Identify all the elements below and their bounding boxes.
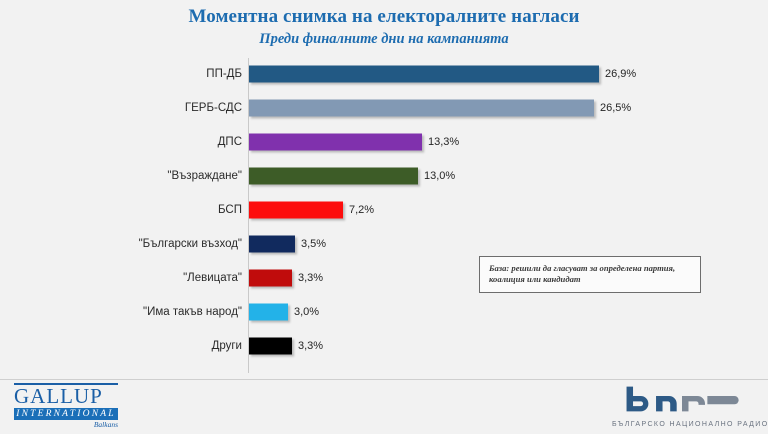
bar: [249, 269, 292, 287]
footer-divider: [0, 379, 768, 380]
bar-value-label: 26,9%: [605, 68, 637, 80]
bar-row: "Има такъв народ" 3,0%: [0, 295, 768, 329]
gallup-international-logo: GALLUP INTERNATIONAL Balkans: [14, 383, 124, 429]
category-label: "Възраждане": [167, 170, 242, 182]
bar-row: "Български възход" 3,5%: [0, 227, 768, 261]
gallup-wordmark: GALLUP: [14, 384, 103, 408]
bar-value-label: 3,5%: [301, 238, 327, 250]
bnr-subtitle: БЪЛГАРСКО НАЦИОНАЛНО РАДИО: [612, 421, 768, 428]
bar: [249, 201, 343, 219]
category-label: БСП: [218, 204, 242, 216]
bar-row: Други 3,3%: [0, 329, 768, 363]
bar-value-label: 3,0%: [294, 306, 320, 318]
bar-value-label: 13,3%: [428, 136, 460, 148]
base-note-box: База: решили да гласуват за определена п…: [479, 256, 701, 293]
bar-value-label: 26,5%: [600, 102, 632, 114]
bnr-wordmark-icon: [626, 386, 739, 412]
category-label: "Левицата": [183, 272, 242, 284]
gallup-rule: [14, 383, 118, 385]
base-note-line-1: База: решили да гласуват за определена п…: [489, 263, 676, 273]
category-label: ДПС: [217, 136, 242, 148]
bar: [249, 99, 594, 117]
bar: [249, 337, 292, 355]
gallup-balkans-text: Balkans: [93, 420, 118, 429]
base-note-line-2: коалиция или кандидат: [489, 274, 581, 284]
bar-row: ПП-ДБ 26,9%: [0, 57, 768, 91]
footer: GALLUP INTERNATIONAL Balkans БЪЛГАРСКО Н…: [0, 380, 768, 434]
bar-value-label: 13,0%: [424, 170, 456, 182]
page-subtitle: Преди финалните дни на кампанията: [259, 31, 509, 47]
category-axis-line: [248, 58, 249, 373]
category-label: ГЕРБ-СДС: [184, 102, 242, 114]
gallup-international-text: INTERNATIONAL: [16, 409, 116, 419]
bar: [249, 235, 295, 253]
gallup-international-bar: INTERNATIONAL: [14, 408, 118, 420]
bar-chart-plot-area: ПП-ДБ 26,9% ГЕРБ-СДС 26,5% ДПС 13,3% "Възражда…: [0, 55, 768, 377]
bar: [249, 133, 422, 151]
base-note-text: База: решили да гласуват за определена п…: [489, 263, 692, 285]
page-title: Моментна снимка на електоралните нагласи: [188, 6, 580, 27]
bar-value-label: 7,2%: [349, 204, 375, 216]
category-label: "Има такъв народ": [143, 306, 242, 318]
bar-row: "Възраждане" 13,0%: [0, 159, 768, 193]
bar-row: БСП 7,2%: [0, 193, 768, 227]
bar-row: "Левицата" 3,3%: [0, 261, 768, 295]
bar-value-label: 3,3%: [298, 340, 324, 352]
bar: [249, 65, 599, 83]
category-label: "Български възход": [138, 238, 242, 250]
category-label: Други: [211, 340, 242, 352]
bar: [249, 303, 288, 321]
bar-row: ДПС 13,3%: [0, 125, 768, 159]
bar-row: ГЕРБ-СДС 26,5%: [0, 91, 768, 125]
title-block: Моментна снимка на електоралните нагласи…: [0, 6, 768, 48]
bar-value-label: 3,3%: [298, 272, 324, 284]
bar: [249, 167, 418, 185]
category-label: ПП-ДБ: [206, 68, 242, 80]
bnr-logo: БЪЛГАРСКО НАЦИОНАЛНО РАДИО: [612, 384, 768, 429]
